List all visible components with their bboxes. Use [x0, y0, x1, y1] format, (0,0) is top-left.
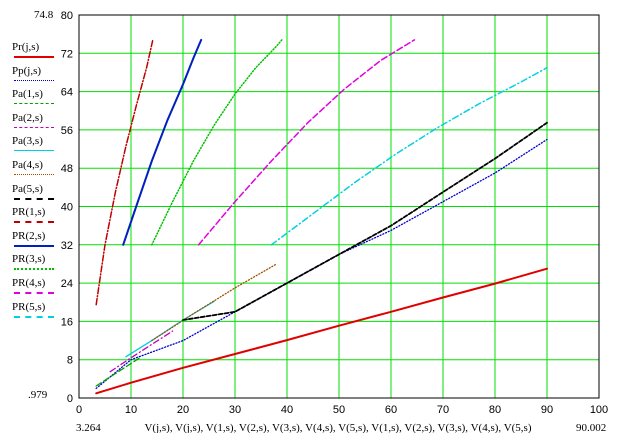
x-tick-label: 30 — [229, 404, 241, 416]
legend-swatch — [14, 244, 54, 247]
legend-label: Pa(5,s) — [12, 182, 43, 195]
x-tick-label: 60 — [385, 404, 397, 416]
x-max-corner-label: 90.002 — [576, 422, 606, 433]
y-tick-label: 56 — [61, 125, 73, 137]
legend-entry: PR(3,s) — [2, 254, 62, 278]
y-tick-label: 0 — [67, 393, 73, 405]
legend-label: PR(5,s) — [12, 300, 46, 313]
series-line-4 — [109, 330, 174, 373]
y-tick-label: 16 — [61, 316, 73, 328]
series-line-7 — [182, 121, 548, 321]
plot-frame — [78, 14, 600, 399]
series-line-3 — [95, 356, 143, 387]
legend-label: Pp(j,s) — [12, 64, 42, 77]
legend-swatch — [14, 103, 54, 105]
legend-swatch — [14, 173, 54, 175]
legend: Pr(j,s) Pp(j,s) Pa(1,s) Pa(2,s) Pa(3,s) Pa(4,… — [2, 42, 62, 325]
y-tick-label: 8 — [67, 355, 73, 367]
legend-entry: Pa(5,s) — [2, 182, 62, 208]
legend-label: Pa(2,s) — [12, 111, 43, 124]
legend-entry: Pr(j,s) — [2, 42, 62, 66]
series-line-11 — [197, 39, 416, 246]
x-tick-label: 50 — [333, 404, 345, 416]
series-line-6 — [151, 263, 278, 342]
legend-swatch — [14, 126, 54, 128]
series-line-12 — [270, 66, 548, 246]
legend-swatch — [14, 197, 54, 200]
legend-entry: PR(4,s) — [2, 276, 62, 302]
legend-entry: PR(1,s) — [2, 207, 62, 231]
x-tick-label: 70 — [437, 404, 449, 416]
legend-label: PR(3,s) — [12, 253, 46, 266]
x-axis-label: V(j,s), V(j,s), V(1,s), V(2,s), V(3,s), … — [144, 422, 531, 433]
legend-entry: PR(2,s) — [2, 229, 62, 255]
legend-swatch — [14, 79, 54, 81]
legend-entry: Pp(j,s) — [2, 64, 62, 90]
x-tick-label: 90 — [541, 404, 553, 416]
legend-label: Pa(3,s) — [12, 135, 43, 148]
legend-swatch — [14, 291, 54, 294]
y-tick-label: 48 — [61, 163, 73, 175]
legend-entry: PR(5,s) — [2, 300, 62, 326]
series-line-8 — [95, 39, 154, 306]
legend-swatch — [14, 221, 54, 224]
legend-entry: Pa(2,s) — [2, 111, 62, 137]
legend-label: Pa(1,s) — [12, 88, 43, 101]
y-tick-label: 40 — [61, 202, 73, 214]
x-tick-label: 100 — [590, 404, 608, 416]
y-tick-label: 64 — [61, 87, 73, 99]
legend-swatch — [14, 56, 54, 58]
x-min-corner-label: 3.264 — [76, 422, 101, 433]
legend-label: Pa(4,s) — [12, 158, 43, 171]
x-tick-label: 20 — [177, 404, 189, 416]
legend-label: PR(2,s) — [12, 229, 46, 242]
legend-swatch — [14, 150, 54, 152]
y-tick-label: 72 — [61, 48, 73, 60]
y-tick-label: 24 — [61, 278, 73, 290]
x-tick-label: 40 — [281, 404, 293, 416]
legend-label: PR(1,s) — [12, 206, 46, 219]
legend-swatch — [14, 315, 54, 318]
legend-entry: Pa(4,s) — [2, 158, 62, 184]
series-line-9 — [122, 38, 203, 246]
y-tick-label: 80 — [61, 10, 73, 22]
y-max-corner-label: 74.8 — [34, 9, 54, 21]
y-tick-label: 32 — [61, 240, 73, 252]
legend-label: Pr(j,s) — [12, 41, 40, 53]
series-layer — [95, 38, 548, 395]
legend-entry: Pa(1,s) — [2, 89, 62, 113]
x-tick-label: 0 — [76, 404, 82, 416]
x-tick-label: 10 — [125, 404, 137, 416]
x-tick-label: 80 — [489, 404, 501, 416]
y-min-corner-label: .979 — [28, 389, 48, 401]
series-line-10 — [151, 39, 283, 246]
legend-label: PR(4,s) — [12, 276, 46, 289]
legend-swatch — [14, 268, 54, 271]
series-line-1 — [95, 267, 548, 395]
tick-labels: 0 10 20 30 40 50 60 70 80 90 100 0 8 16 24 32 40 48 56 64 72… — [61, 10, 608, 416]
legend-entry: Pa(3,s) — [2, 136, 62, 160]
